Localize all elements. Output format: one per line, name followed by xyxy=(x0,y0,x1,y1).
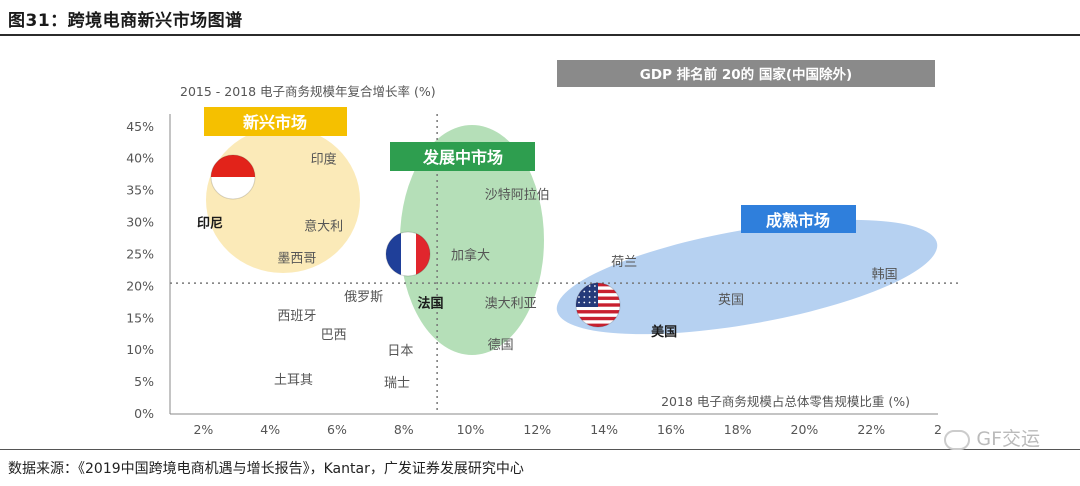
y-tick-labels: 0% 5% 10% 15% 20% 25% 30% 35% 40% 45% xyxy=(126,119,154,421)
wechat-icon xyxy=(944,429,971,450)
mature-market-ellipse xyxy=(556,219,938,335)
mature-market-tag xyxy=(741,205,856,233)
x-tick-label: 8% xyxy=(394,422,414,437)
indonesia-flag-icon xyxy=(210,154,256,200)
mature-market-label: 成熟市场 xyxy=(766,211,830,230)
country-label: 印度 xyxy=(311,152,337,168)
country-label: 巴西 xyxy=(321,328,347,343)
country-label: 法国 xyxy=(417,295,443,311)
emerging-market-label: 新兴市场 xyxy=(243,113,307,132)
x-tick-label: 16% xyxy=(657,422,685,437)
emerging-market-tag xyxy=(204,107,347,136)
country-flags xyxy=(210,154,621,328)
y-tick-label: 20% xyxy=(126,278,154,293)
y-tick-label: 25% xyxy=(126,246,154,261)
watermark-text: GF交运 xyxy=(976,428,1040,450)
country-label: 西班牙 xyxy=(277,309,316,324)
y-tick-label: 35% xyxy=(126,183,154,198)
country-label: 土耳其 xyxy=(274,373,313,388)
country-label: 意大利 xyxy=(304,219,343,235)
source-divider xyxy=(0,449,1080,450)
x-tick-label: 6% xyxy=(327,422,347,437)
market-ellipses xyxy=(206,125,938,355)
scatter-chart: 2015 - 2018 电子商务规模年复合增长率 (%) 2018 电子商务规模… xyxy=(126,60,962,437)
title-divider xyxy=(0,34,1080,36)
y-tick-label: 45% xyxy=(126,119,154,134)
x-tick-label: 20% xyxy=(791,422,819,437)
x-tick-label: 4% xyxy=(260,422,280,437)
country-label: 日本 xyxy=(387,344,413,359)
france-flag-icon xyxy=(385,231,431,277)
y-tick-label: 0% xyxy=(134,406,154,421)
country-label: 英国 xyxy=(718,293,744,308)
watermark: GF交运 xyxy=(944,424,1040,451)
country-label: 墨西哥 xyxy=(277,252,316,267)
country-label: 韩国 xyxy=(872,268,898,283)
x-tick-label: 2% xyxy=(193,422,213,437)
country-label: 德国 xyxy=(488,338,514,353)
country-label: 俄罗斯 xyxy=(344,290,383,305)
y-tick-label: 15% xyxy=(126,310,154,325)
x-tick-label: 18% xyxy=(724,422,752,437)
x-tick-label: 14% xyxy=(590,422,618,437)
developing-market-tag xyxy=(390,142,535,171)
developing-market-ellipse xyxy=(400,125,544,355)
x-tick-label: 2 xyxy=(934,422,942,437)
country-label: 澳大利亚 xyxy=(485,295,537,311)
y-axis-title: 2015 - 2018 电子商务规模年复合增长率 (%) xyxy=(180,84,436,99)
country-label: 印尼 xyxy=(197,217,223,232)
y-tick-label: 40% xyxy=(126,151,154,166)
legend-box xyxy=(557,60,935,87)
country-label: 美国 xyxy=(651,324,677,340)
country-label: 沙特阿拉伯 xyxy=(485,188,550,203)
source-note: 数据来源：《2019中国跨境电商机遇与增长报告》，Kantar，广发证券发展研究… xyxy=(8,461,524,477)
developing-market-label: 发展中市场 xyxy=(422,148,503,167)
x-tick-label: 22% xyxy=(857,422,885,437)
country-label: 瑞士 xyxy=(384,376,410,391)
country-label: 加拿大 xyxy=(451,247,490,263)
y-tick-label: 5% xyxy=(134,374,154,389)
x-axis-title: 2018 电子商务规模占总体零售规模比重 (%) xyxy=(661,394,910,409)
x-tick-label: 12% xyxy=(523,422,551,437)
figure-title: 图31：跨境电商新兴市场图谱 xyxy=(8,11,243,31)
x-tick-labels: 2% 4% 6% 8% 10% 12% 14% 16% 18% 20% 22% 2 xyxy=(193,422,942,437)
legend-box-label: GDP 排名前 20的 国家(中国除外) xyxy=(640,66,852,83)
y-tick-label: 30% xyxy=(126,215,154,230)
x-tick-label: 10% xyxy=(457,422,485,437)
y-tick-label: 10% xyxy=(126,342,154,357)
usa-flag-icon xyxy=(575,282,621,328)
country-label: 荷兰 xyxy=(611,255,637,270)
